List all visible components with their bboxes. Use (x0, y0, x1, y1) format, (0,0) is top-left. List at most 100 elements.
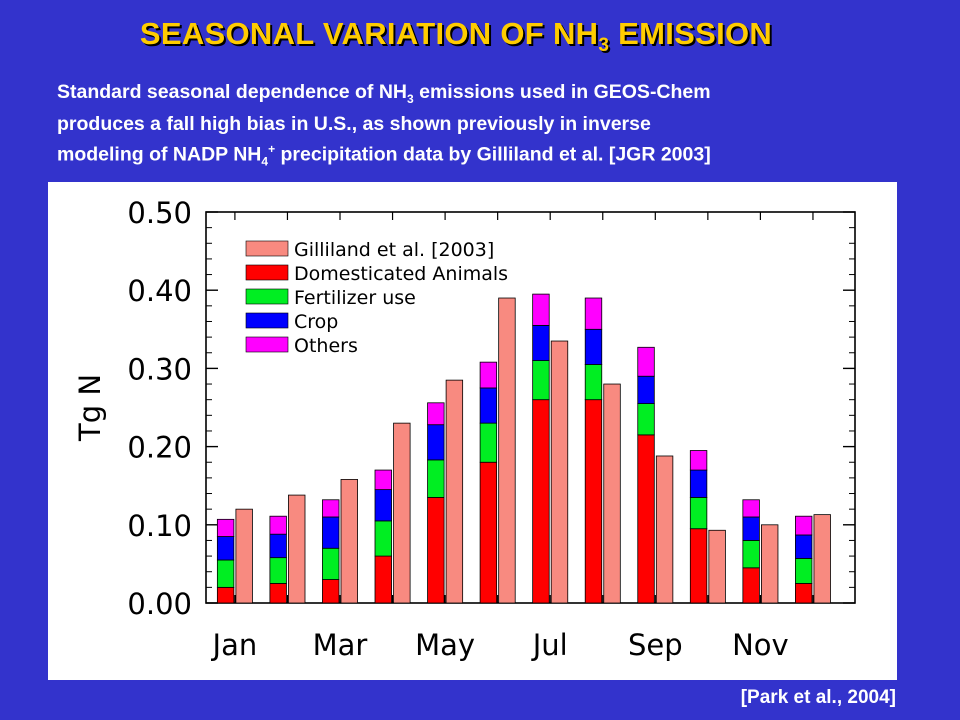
bar-crop (479, 387, 498, 424)
legend-gilliland-swatch (245, 240, 289, 257)
x-tick-label: Mar (313, 628, 368, 662)
y-tick-label: 0.40 (127, 274, 192, 308)
bar-fertilizer (479, 422, 498, 463)
bar-crop (322, 516, 340, 549)
bar-crop (374, 489, 392, 522)
x-tick-label: May (415, 628, 475, 662)
bar-others (637, 346, 655, 377)
emission-chart: 0.00 0.10 0.20 0.30 0.40 0.50 Tg N Jan Mar May Jul… (73, 196, 856, 662)
x-tick-label: Sep (628, 628, 683, 662)
y-tick-label: 0.30 (127, 352, 192, 386)
bar-animals (584, 399, 603, 604)
bar-gilliland (340, 479, 358, 604)
y-axis-label: Tg N (73, 374, 107, 442)
bar-others (689, 450, 708, 471)
y-tick-label: 0.00 (127, 587, 192, 621)
bar-animals (532, 399, 550, 604)
slide-subtitle: Standard seasonal dependence of NH3 emis… (57, 80, 937, 174)
bar-fertilizer (269, 557, 287, 584)
x-tick-label: Jan (211, 628, 258, 662)
bar-fertilizer (637, 403, 655, 436)
bar-fertilizer (322, 547, 340, 580)
chart-panel: 0.00 0.10 0.20 0.30 0.40 0.50 Tg N Jan Mar May Jul… (48, 182, 897, 680)
bar-fertilizer (584, 364, 603, 401)
subtitle-line-3-pre: modeling of NADP NH (57, 143, 262, 166)
subtitle-line-2: produces a fall high bias in U.S., as sh… (57, 112, 651, 135)
bar-gilliland (603, 383, 621, 604)
bar-crop (216, 536, 235, 561)
subtitle-line-3-post: precipitation data by Gilliland et al. [… (275, 143, 711, 166)
subtitle-line-3: modeling of NADP NH4+ precipitation data… (57, 137, 937, 174)
title-subscript: 3 (598, 35, 610, 57)
bar-others (427, 402, 445, 426)
bar-gilliland (235, 508, 253, 604)
legend-animals-label: Domesticated Animals (294, 263, 508, 285)
y-tick-label: 0.50 (127, 196, 192, 230)
legend-crop-label: Crop (294, 311, 338, 333)
subtitle-line-1-pre: Standard seasonal dependence of NH (57, 81, 408, 103)
bar-crop (269, 533, 287, 559)
bar-animals (742, 567, 760, 604)
bar-fertilizer (689, 497, 708, 530)
bar-fertilizer (742, 540, 760, 569)
bar-others (374, 469, 392, 491)
legend-gilliland-label: Gilliland et al. [2003] (294, 239, 494, 261)
bar-others (216, 518, 235, 537)
bar-gilliland (708, 529, 726, 604)
y-tick-label: 0.20 (127, 431, 192, 465)
legend-crop-swatch (245, 312, 289, 329)
bar-crop (795, 534, 813, 559)
legend-fertilizer-swatch (245, 288, 289, 305)
bar-gilliland (393, 422, 411, 604)
x-tick-label: Nov (732, 628, 789, 662)
bar-crop (637, 375, 655, 404)
bar-fertilizer (532, 360, 550, 401)
slide-title: SEASONAL VARIATION OF NH3 EMISSION (0, 16, 936, 57)
bar-crop (427, 424, 445, 461)
bar-animals (427, 497, 445, 604)
bar-others (322, 499, 340, 518)
title-text-post: EMISSION (609, 16, 773, 51)
title-text-pre: SEASONAL VARIATION OF NH (139, 16, 599, 51)
x-tick-label: Jul (531, 628, 568, 662)
subtitle-line-3-sub: 4 (261, 154, 269, 169)
bar-crop (689, 469, 708, 498)
bar-animals (637, 434, 655, 604)
bar-crop (584, 328, 603, 365)
bar-others (742, 499, 760, 518)
bar-gilliland (655, 455, 674, 604)
legend-others-label: Others (294, 335, 358, 357)
bar-others (269, 515, 287, 535)
bar-gilliland (761, 524, 779, 604)
bar-animals (795, 583, 813, 604)
bar-animals (269, 583, 287, 604)
bar-others (479, 361, 498, 389)
bar-gilliland (498, 297, 516, 604)
citation: [Park et al., 2004] (740, 687, 896, 708)
bar-gilliland (288, 494, 306, 604)
bar-crop (532, 324, 550, 361)
bar-animals (689, 528, 708, 604)
bar-crop (742, 516, 760, 541)
bar-gilliland (813, 514, 831, 604)
subtitle-line-1-post: emissions used in GEOS-Chem (413, 81, 711, 103)
subtitle-line-3-sup: + (268, 141, 276, 156)
bar-gilliland (550, 340, 569, 604)
subtitle-line-1-sub: 3 (407, 91, 414, 106)
bar-animals (374, 555, 392, 604)
bar-gilliland (445, 379, 464, 604)
bar-fertilizer (427, 459, 445, 498)
legend-others-swatch (245, 336, 289, 353)
bar-animals (322, 579, 340, 604)
legend-fertilizer-label: Fertilizer use (294, 287, 416, 309)
bar-others (795, 515, 813, 536)
legend-animals-swatch (245, 264, 289, 281)
bar-animals (216, 586, 235, 604)
subtitle-line-1: Standard seasonal dependence of NH3 emis… (57, 80, 937, 112)
y-tick-label: 0.10 (127, 509, 192, 543)
plot-frame (205, 211, 856, 604)
bar-fertilizer (374, 520, 392, 557)
bar-others (584, 297, 603, 330)
bar-animals (479, 461, 498, 604)
bar-others (532, 293, 550, 326)
